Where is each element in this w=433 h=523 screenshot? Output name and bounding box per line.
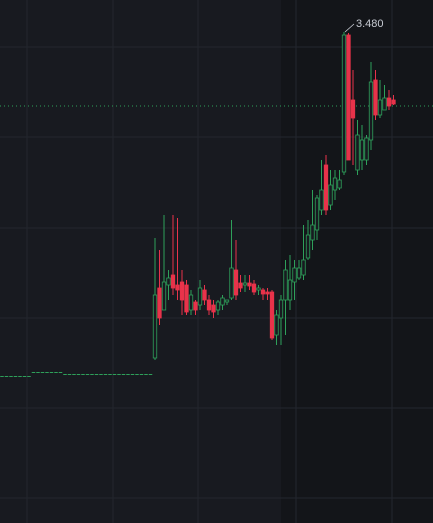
candle-body	[184, 284, 189, 313]
candle-body	[247, 282, 252, 287]
candle-body	[99, 374, 103, 375]
candle-body	[265, 291, 270, 295]
candle-body	[292, 267, 297, 283]
candle-body	[283, 269, 288, 301]
candle-body	[287, 279, 293, 301]
candle-body	[233, 269, 239, 296]
candle-body	[166, 277, 171, 286]
candle-body	[130, 374, 135, 375]
candle-body	[211, 304, 216, 313]
candle-body	[206, 299, 212, 311]
candle-body	[368, 81, 374, 141]
candle-body	[260, 289, 266, 295]
candle-body	[18, 376, 22, 377]
candle-body	[197, 287, 203, 306]
candle-body	[229, 267, 234, 299]
candle-body	[310, 224, 315, 241]
candle-body	[314, 197, 320, 231]
candle-body	[337, 179, 342, 189]
candle-body	[144, 374, 148, 375]
candle-body	[391, 99, 396, 105]
candle-body	[40, 372, 45, 373]
candle-body	[328, 184, 333, 206]
candle-body	[54, 372, 58, 373]
candle-body	[0, 376, 4, 377]
max-label-leader	[344, 23, 355, 33]
candle-body	[112, 374, 117, 375]
candle-body	[188, 294, 194, 311]
candle-body	[72, 374, 76, 375]
candle-body	[341, 34, 347, 173]
session-shade	[281, 0, 433, 523]
candle-body	[382, 97, 387, 111]
candle-body	[377, 99, 383, 116]
candle-body	[386, 97, 392, 107]
candle-body	[202, 289, 207, 301]
candle-body	[238, 282, 243, 289]
candle-body	[22, 376, 27, 377]
candle-body	[251, 283, 257, 293]
candle-body	[175, 284, 180, 291]
candle-body	[170, 274, 176, 289]
candle-body	[85, 374, 90, 375]
candle-body	[373, 79, 378, 116]
candle-body	[350, 99, 356, 119]
candle-body	[359, 139, 365, 161]
candle-body	[332, 177, 338, 191]
candle-body	[135, 374, 139, 375]
candle-body	[278, 299, 284, 319]
max-label: 3.480	[356, 18, 384, 30]
candle-body	[9, 376, 13, 377]
candle-body	[4, 376, 9, 377]
candle-body	[103, 374, 108, 375]
candle-body	[161, 281, 167, 311]
candle-body	[256, 287, 261, 291]
candle-body	[323, 164, 329, 211]
candle-body	[45, 372, 49, 373]
candle-body	[121, 374, 126, 375]
candle-body	[36, 372, 40, 373]
candle-body	[63, 374, 67, 375]
candle-body	[90, 374, 94, 375]
candle-body	[49, 372, 54, 373]
candle-body	[242, 282, 248, 286]
candle-body	[31, 372, 36, 373]
candle-body	[193, 301, 198, 311]
candle-body	[157, 287, 162, 319]
candle-body	[215, 301, 221, 311]
candle-body	[179, 281, 185, 301]
candle-body	[220, 297, 225, 306]
candle-body	[296, 267, 302, 279]
candle-body	[126, 374, 130, 375]
candle-body	[319, 189, 324, 211]
candle-body	[305, 234, 311, 259]
candle-body	[274, 314, 279, 336]
candle-body	[364, 137, 369, 161]
candle-body	[27, 376, 31, 377]
candle-body	[301, 259, 306, 276]
candle-body	[224, 299, 230, 303]
candle-body	[67, 374, 72, 375]
candle-body	[139, 374, 144, 375]
candle-body	[269, 291, 275, 339]
candle-body	[76, 374, 81, 375]
candle-body	[108, 374, 112, 375]
candle-body	[355, 134, 360, 171]
candle-body	[148, 374, 153, 375]
candle-body	[152, 294, 158, 359]
candle-body	[81, 374, 85, 375]
candle-body	[346, 34, 351, 161]
candle-body	[117, 374, 121, 375]
candle-body	[58, 372, 63, 373]
candle-body	[94, 374, 99, 375]
candle-body	[13, 376, 18, 377]
